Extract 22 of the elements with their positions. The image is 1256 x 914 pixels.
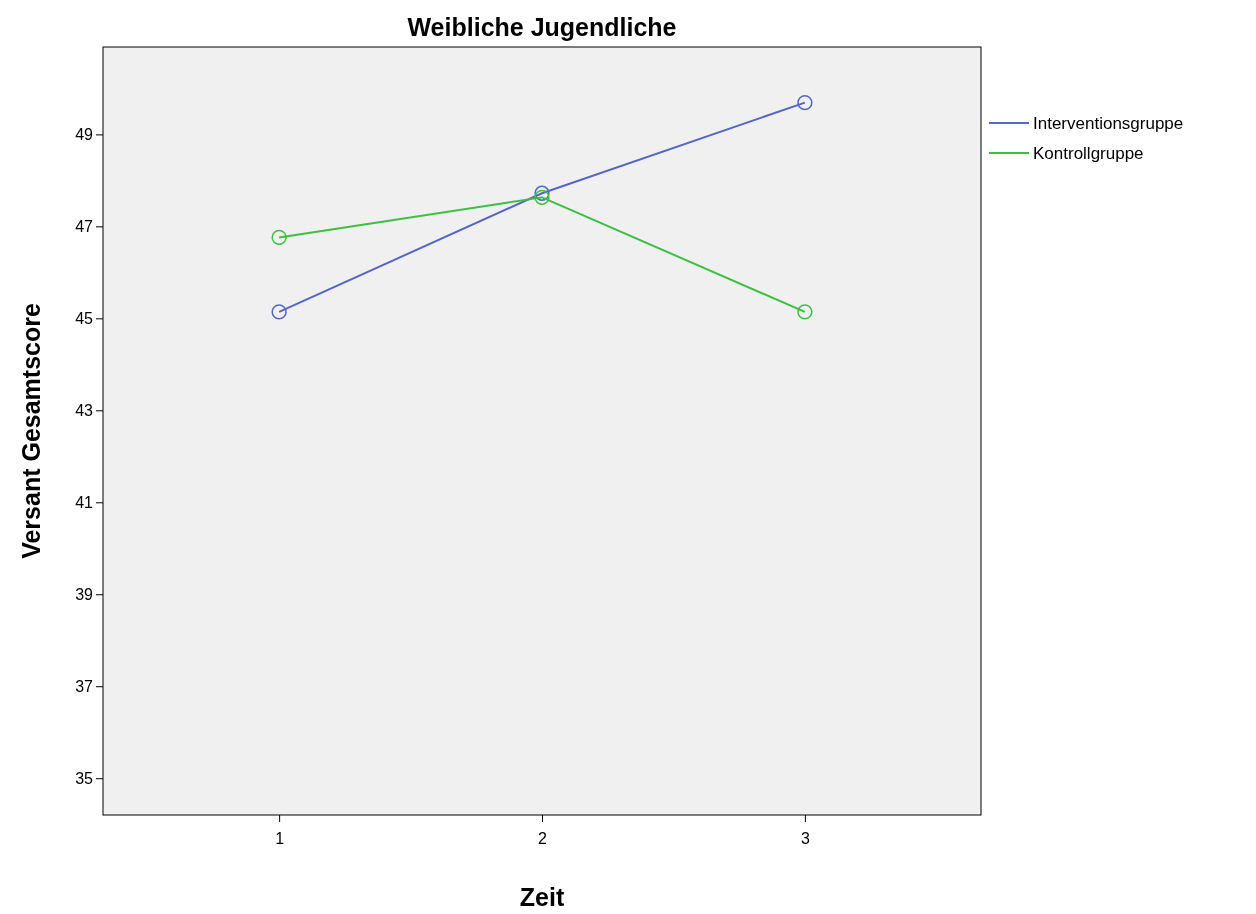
y-tick-label: 47 <box>75 217 94 235</box>
y-axis-title: Versant Gesamtscore <box>17 303 45 559</box>
point <box>797 304 813 320</box>
legend-label: Kontrollgruppe <box>1033 143 1144 163</box>
y-tick-label: 41 <box>75 493 94 511</box>
point <box>534 189 550 206</box>
y-tick-label: 49 <box>75 126 94 143</box>
x-tick-label: 3 <box>800 830 810 848</box>
y-tick-label: 35 <box>75 769 94 787</box>
legend-label: Interventionsgruppe <box>1033 113 1184 133</box>
point <box>271 229 287 246</box>
point <box>534 185 550 201</box>
chart-title: Weibliche Jugendliche <box>407 13 677 41</box>
point <box>271 304 287 320</box>
point <box>797 95 813 111</box>
x-tick-label: 1 <box>275 830 285 848</box>
y-tick-label: 39 <box>75 585 94 603</box>
x-axis-title: Zeit <box>519 883 565 911</box>
y-tick-label: 37 <box>75 677 94 695</box>
y-tick-label: 43 <box>75 401 94 419</box>
x-tick-label: 2 <box>538 830 548 848</box>
y-tick-label: 45 <box>75 309 94 327</box>
